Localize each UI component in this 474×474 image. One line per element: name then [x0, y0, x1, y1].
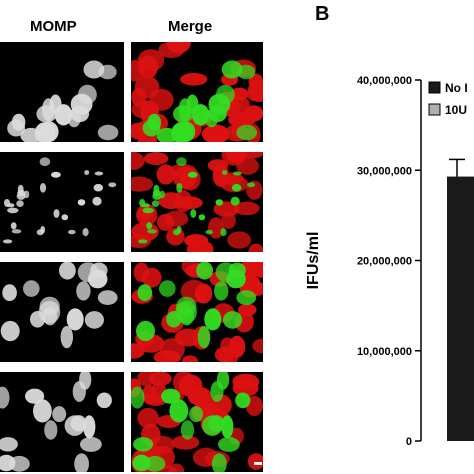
merge-panel-row-2 [131, 152, 263, 252]
y-tick-label: 20,000,000 [357, 256, 412, 268]
ifu-bar-chart: 0 10,000,000 20,000,000 30,000,000 40,000,00… [305, 75, 474, 448]
momp-panel-row-4 [0, 372, 124, 472]
merge-panel-row-4 [131, 372, 263, 472]
merge-column-header: Merge [168, 18, 213, 35]
y-tick-label: 10,000,000 [357, 346, 412, 358]
legend-label: No I [445, 81, 468, 95]
momp-column-header: MOMP [30, 18, 77, 35]
merge-panel-row-3 [131, 262, 263, 362]
legend-label: 10U [445, 103, 467, 117]
momp-panel-row-3 [0, 262, 124, 362]
y-tick-label: 30,000,000 [357, 165, 412, 177]
merge-panel-row-1 [131, 42, 263, 142]
y-tick-label: 40,000,000 [357, 75, 412, 87]
legend-swatch [428, 103, 441, 116]
scale-bar [254, 462, 262, 465]
bar-no-treatment [447, 176, 474, 441]
momp-panel-row-1 [0, 42, 124, 142]
y-axis-label: IFUs/ml [305, 232, 322, 290]
legend-swatch [428, 81, 441, 94]
momp-panel-row-2 [0, 152, 124, 252]
y-tick-label: 0 [406, 436, 412, 448]
panel-label-b: B [315, 3, 330, 25]
